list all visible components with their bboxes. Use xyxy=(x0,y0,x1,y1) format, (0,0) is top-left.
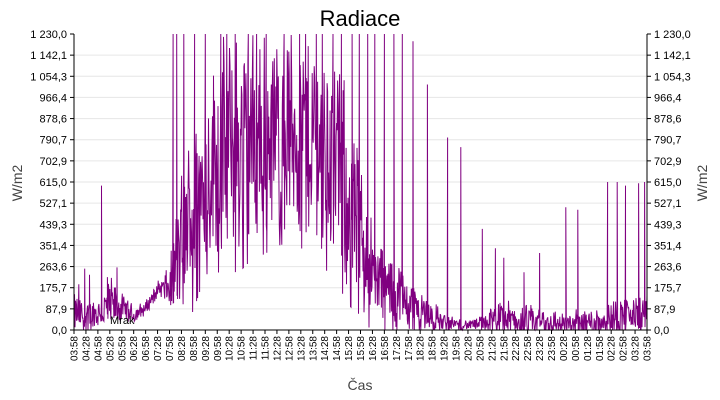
x-tick-label: 21:58 xyxy=(499,336,510,361)
x-tick-label: 00:28 xyxy=(559,336,570,361)
x-tick-label: 17:28 xyxy=(392,336,403,361)
x-tick-label: 09:58 xyxy=(213,336,224,361)
x-tick-label: 15:28 xyxy=(344,336,355,361)
x-tick-label: 11:28 xyxy=(249,336,260,361)
x-tick-label: 11:58 xyxy=(261,336,272,361)
x-tick-label: 03:58 xyxy=(643,336,654,361)
y-tick-label: 263,6 xyxy=(39,262,67,274)
y-tick-label: 87,9 xyxy=(654,304,675,316)
x-tick-label: 06:28 xyxy=(129,336,140,361)
x-tick-label: 02:58 xyxy=(619,336,630,361)
series-line-mrak xyxy=(73,33,648,332)
x-tick-label: 00:58 xyxy=(571,336,582,361)
y-axis-left-ticks: 0,0 87,9 175,7 263,6 351,4 439,3 527,1 615,0 702… xyxy=(30,29,74,337)
y-tick-label: 527,1 xyxy=(39,198,67,210)
y-tick-label: 1 054,3 xyxy=(30,71,67,83)
y-tick-label: 790,7 xyxy=(39,135,67,147)
y-axis-right-ticks: 0,0 87,9 175,7 263,6 351,4 439,3 527,1 615,0 702… xyxy=(647,29,691,337)
x-tick-label: 14:58 xyxy=(332,336,343,361)
x-tick-label: 23:28 xyxy=(535,336,546,361)
y-axis-right-title: W/m2 xyxy=(694,165,710,202)
y-tick-label: 615,0 xyxy=(654,177,682,189)
y-tick-label: 966,4 xyxy=(39,92,67,104)
y-tick-label: 351,4 xyxy=(39,240,67,252)
x-tick-label: 16:28 xyxy=(368,336,379,361)
x-tick-label: 09:28 xyxy=(201,336,212,361)
y-tick-label: 790,7 xyxy=(654,135,682,147)
y-tick-label: 1 142,1 xyxy=(30,50,67,62)
x-tick-label: 05:28 xyxy=(105,336,116,361)
x-tick-label: 19:58 xyxy=(452,336,463,361)
x-tick-label: 22:58 xyxy=(523,336,534,361)
y-tick-label: 351,4 xyxy=(654,240,682,252)
y-tick-label: 702,9 xyxy=(39,156,67,168)
x-tick-label: 22:28 xyxy=(511,336,522,361)
x-tick-label: 05:58 xyxy=(117,336,128,361)
x-tick-label: 10:58 xyxy=(237,336,248,361)
x-tick-label: 08:58 xyxy=(189,336,200,361)
x-axis-title: Čas xyxy=(348,377,373,393)
x-tick-label: 17:58 xyxy=(404,336,415,361)
x-tick-label: 07:58 xyxy=(165,336,176,361)
y-tick-label: 87,9 xyxy=(46,304,67,316)
x-tick-label: 18:58 xyxy=(428,336,439,361)
x-tick-label: 08:28 xyxy=(177,336,188,361)
y-tick-label: 1 230,0 xyxy=(30,29,67,41)
chart-title: Radiace xyxy=(320,6,401,31)
y-tick-label: 615,0 xyxy=(39,177,67,189)
y-tick-label: 1 054,3 xyxy=(654,71,691,83)
y-tick-label: 878,6 xyxy=(39,114,67,126)
x-tick-label: 21:28 xyxy=(487,336,498,361)
y-tick-label: 439,3 xyxy=(39,219,67,231)
x-tick-label: 03:58 xyxy=(70,336,81,361)
y-tick-label: 702,9 xyxy=(654,156,682,168)
x-tick-label: 20:28 xyxy=(463,336,474,361)
x-tick-label: 01:58 xyxy=(595,336,606,361)
x-tick-label: 01:28 xyxy=(583,336,594,361)
x-tick-label: 19:28 xyxy=(440,336,451,361)
x-tick-label: 10:28 xyxy=(225,336,236,361)
grid xyxy=(74,54,647,310)
x-tick-label: 16:58 xyxy=(380,336,391,361)
x-axis-ticks: 03:58 04:28 04:58 05:28 05:58 06:28 06:58 07:28… xyxy=(70,330,654,361)
x-tick-label: 07:28 xyxy=(153,336,164,361)
y-tick-label: 527,1 xyxy=(654,198,682,210)
x-tick-label: 20:58 xyxy=(475,336,486,361)
y-tick-label: 263,6 xyxy=(654,262,682,274)
y-tick-label: 1 230,0 xyxy=(654,29,691,41)
y-tick-label: 0,0 xyxy=(654,325,669,337)
x-tick-label: 18:28 xyxy=(416,336,427,361)
x-tick-label: 06:58 xyxy=(141,336,152,361)
x-tick-label: 15:58 xyxy=(356,336,367,361)
x-tick-label: 04:28 xyxy=(81,336,92,361)
series-mrak xyxy=(73,33,648,332)
y-tick-label: 878,6 xyxy=(654,114,682,126)
x-tick-label: 02:28 xyxy=(607,336,618,361)
x-tick-label: 12:58 xyxy=(284,336,295,361)
x-tick-label: 14:28 xyxy=(320,336,331,361)
y-tick-label: 1 142,1 xyxy=(654,50,691,62)
x-tick-label: 13:58 xyxy=(308,336,319,361)
legend: Mrak xyxy=(110,315,135,327)
x-tick-label: 03:28 xyxy=(631,336,642,361)
x-tick-label: 12:28 xyxy=(272,336,283,361)
y-tick-label: 175,7 xyxy=(654,283,682,295)
y-tick-label: 439,3 xyxy=(654,219,682,231)
y-tick-label: 966,4 xyxy=(654,92,682,104)
x-tick-label: 13:28 xyxy=(296,336,307,361)
y-tick-label: 0,0 xyxy=(52,325,67,337)
y-axis-left-title: W/m2 xyxy=(9,165,25,202)
y-tick-label: 175,7 xyxy=(39,283,67,295)
x-tick-label: 23:58 xyxy=(547,336,558,361)
legend-label-mrak: Mrak xyxy=(110,315,135,327)
x-tick-label: 04:58 xyxy=(93,336,104,361)
